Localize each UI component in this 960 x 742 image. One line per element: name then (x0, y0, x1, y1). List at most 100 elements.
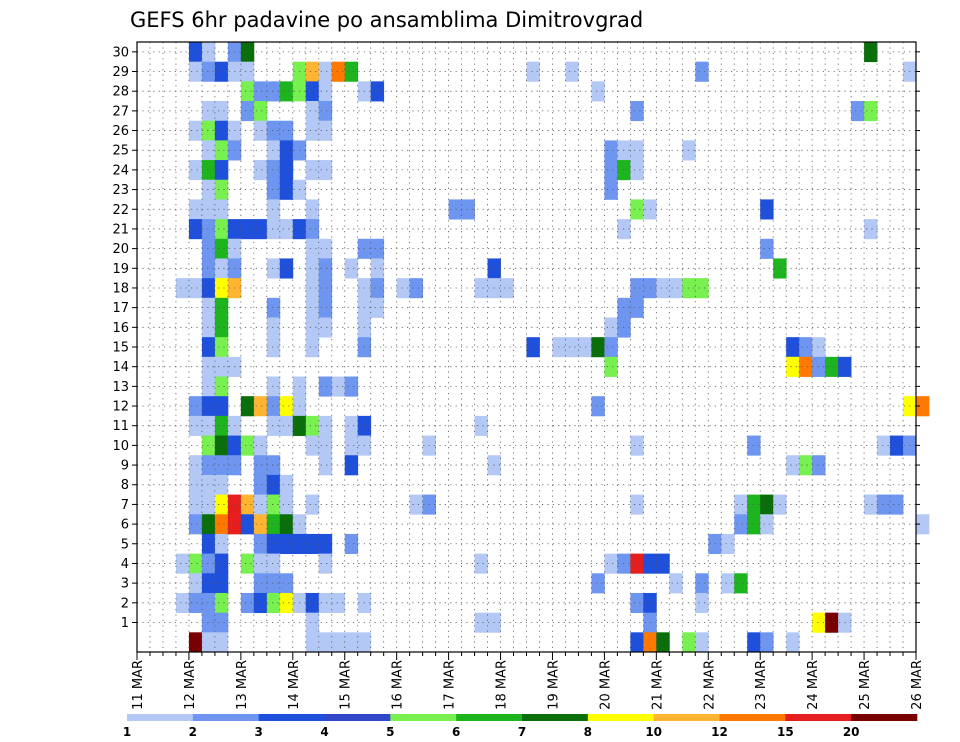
heatmap-cell (279, 219, 294, 240)
heatmap-cell (266, 553, 281, 574)
heatmap-cell (643, 632, 657, 653)
x-tick-label: 22 MAR (702, 660, 717, 710)
heatmap-cell (305, 219, 320, 240)
heatmap-cell (279, 592, 294, 614)
heatmap-cell (370, 238, 385, 259)
heatmap-cell (669, 278, 683, 299)
heatmap-cell (825, 356, 839, 377)
heatmap-cell (201, 317, 216, 338)
x-tick-label: 11 MAR (131, 660, 146, 710)
heatmap-cell (344, 61, 359, 82)
heatmap-cell (188, 42, 203, 63)
heatmap-cell (318, 238, 333, 259)
heatmap-cell (591, 573, 605, 594)
heatmap-cell (188, 573, 203, 594)
heatmap-cell (318, 415, 333, 436)
heatmap-cell (201, 199, 216, 220)
y-tick-label: 8 (121, 478, 129, 493)
heatmap-cell (305, 592, 320, 614)
y-tick-label: 11 (112, 419, 129, 434)
heatmap-cell (864, 101, 878, 122)
heatmap-cell (578, 337, 592, 358)
heatmap-cell (214, 120, 229, 141)
heatmap-cell (864, 42, 878, 63)
heatmap-cell (188, 199, 203, 220)
heatmap-cell (214, 494, 229, 515)
heatmap-cell (253, 160, 268, 181)
heatmap-cell (240, 396, 255, 417)
legend-label: 20 (843, 725, 860, 739)
heatmap-cell (201, 573, 216, 594)
heatmap-cell (734, 494, 748, 515)
heatmap-cell (214, 337, 229, 358)
heatmap-cell (253, 120, 268, 141)
x-tick-label: 21 MAR (650, 660, 665, 710)
heatmap-cell (630, 199, 644, 220)
heatmap-cell (201, 120, 216, 141)
chart-title: GEFS 6hr padavine po ansamblima Dimitrov… (130, 8, 643, 32)
heatmap-cell (201, 514, 216, 535)
heatmap-cell (266, 592, 281, 614)
heatmap-cell (214, 258, 229, 279)
heatmap-cell (201, 632, 216, 653)
heatmap-cell (214, 297, 229, 318)
heatmap-cell (409, 494, 424, 515)
heatmap-cells (175, 42, 930, 653)
heatmap-cell (201, 415, 216, 436)
x-tick-label: 15 MAR (339, 660, 354, 710)
y-tick-label: 6 (121, 518, 129, 533)
heatmap-cell (279, 179, 294, 200)
heatmap-cell (591, 81, 605, 102)
heatmap-cell (747, 632, 761, 653)
x-tick-label: 14 MAR (287, 660, 302, 710)
heatmap-cell (279, 120, 294, 141)
heatmap-cell (188, 278, 203, 299)
heatmap-cell (266, 258, 281, 279)
heatmap-cell (591, 337, 605, 358)
heatmap-cell (851, 101, 865, 122)
heatmap-cell (526, 337, 540, 358)
heatmap-cell (214, 238, 229, 259)
heatmap-cell (240, 592, 255, 614)
heatmap-cell (318, 160, 333, 181)
heatmap-cell (201, 160, 216, 181)
heatmap-cell (526, 61, 540, 82)
x-tick-label: 17 MAR (443, 660, 458, 710)
heatmap-cell (188, 61, 203, 82)
heatmap-cell (175, 553, 190, 574)
heatmap-cell (864, 219, 878, 240)
heatmap-cell (318, 278, 333, 299)
heatmap-cell (331, 61, 346, 82)
heatmap-cell (630, 101, 644, 122)
heatmap-cell (747, 494, 761, 515)
heatmap-cell (721, 573, 735, 594)
y-tick-label: 19 (112, 262, 129, 277)
heatmap-cell (305, 415, 320, 436)
heatmap-cell (253, 101, 268, 122)
heatmap-cell (305, 61, 320, 82)
heatmap-cell (253, 553, 268, 574)
heatmap-cell (630, 140, 644, 161)
heatmap-cell (240, 42, 255, 63)
y-tick-label: 2 (121, 596, 129, 611)
heatmap-cell (253, 455, 268, 476)
heatmap-cell (604, 356, 618, 377)
heatmap-cell (214, 474, 229, 495)
heatmap-cell (604, 553, 618, 574)
heatmap-cell (747, 435, 761, 456)
heatmap-cell (279, 494, 294, 515)
heatmap-cell (214, 573, 229, 594)
heatmap-cell (305, 199, 320, 220)
heatmap-cell (305, 632, 320, 653)
heatmap-cell (253, 435, 268, 456)
heatmap-cell (266, 376, 281, 397)
heatmap-cell (799, 455, 813, 476)
heatmap-cell (175, 592, 190, 614)
heatmap-cell (201, 258, 216, 279)
heatmap-cell (214, 219, 229, 240)
y-tick-label: 23 (112, 183, 129, 198)
heatmap-cell (630, 435, 644, 456)
heatmap-cell (188, 553, 203, 574)
heatmap-cell (201, 376, 216, 397)
grid-lines (137, 42, 916, 652)
